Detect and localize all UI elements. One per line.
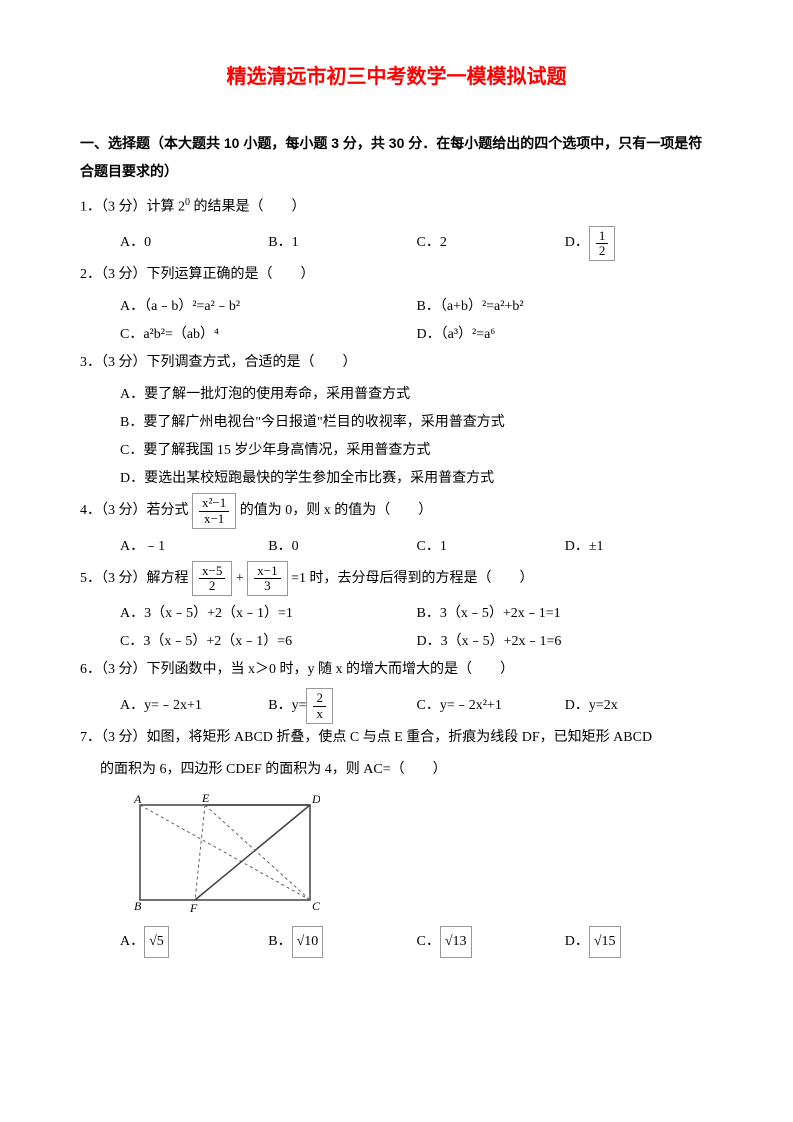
q1-opt-c: C．2 [417,226,565,262]
line-df [195,805,310,900]
q6-opt-d: D．y=2x [565,688,713,724]
q6-options: A．y=﹣2x+1 B．y= 2x C．y=﹣2x²+1 D．y=2x [80,688,713,724]
q5-opt-c: C．3（x﹣5）+2（x﹣1）=6 [120,628,417,656]
q6-opt-b: B．y= 2x [268,688,416,724]
q7-svg: A D B C E F [120,790,320,915]
q7-options: A．√5 B．√10 C．√13 D．√15 [80,926,713,958]
q7-opt-d: D．√15 [565,926,713,958]
diag-ac [140,805,310,900]
q1-d-num: 1 [596,229,609,244]
label-d: D [311,792,320,806]
q2-opt-a: A．（a﹣b）²=a²﹣b² [120,293,417,321]
q5-f2-num: x−1 [254,564,280,579]
q5-stem-a: 5．（3 分）解方程 [80,571,192,586]
q7-d-v: √15 [589,926,621,958]
q7-diagram: A D B C E F [120,790,713,920]
line-ef [195,805,205,900]
q4-stem-b: 的值为 0，则 x 的值为（ ） [240,503,433,518]
q7-stem-1: 7．（3 分）如图，将矩形 ABCD 折叠，使点 C 与点 E 重合，折痕为线段… [80,724,713,752]
section-heading: 一、选择题（本大题共 10 小题，每小题 3 分，共 30 分．在每小题给出的四… [80,129,713,185]
q2-opt-b: B．（a+b）²=a²+b² [417,293,714,321]
q1-stem-a: 1．（3 分）计算 2 [80,200,185,215]
q3-opt-a: A．要了解一批灯泡的使用寿命，采用普查方式 [120,381,713,409]
q5-options: A．3（x﹣5）+2（x﹣1）=1 B．3（x﹣5）+2x﹣1=1 C．3（x﹣… [80,600,713,656]
q2-opt-c: C．a²b²=（ab）⁴ [120,321,417,349]
q7-a-v: √5 [144,926,169,958]
q4-opt-b: B．0 [268,533,416,561]
q5-f2-den: 3 [261,579,274,593]
q4-frac: x²−1x−1 [192,493,236,529]
q4-opt-c: C．1 [417,533,565,561]
q7-opt-b: B．√10 [268,926,416,958]
q5-eq: =1 [291,571,306,586]
q6-b-frac: 2x [306,688,333,724]
q5-opt-b: B．3（x﹣5）+2x﹣1=1 [417,600,714,628]
q4-stem: 4．（3 分）若分式 x²−1x−1 的值为 0，则 x 的值为（ ） [80,493,713,529]
q4-num: x²−1 [199,496,229,511]
q5-f1-den: 2 [206,579,219,593]
q4-opt-d: D．±1 [565,533,713,561]
q1-d-den: 2 [596,244,609,258]
q1-d-pre: D． [565,229,589,257]
line-ec [205,805,310,900]
page-title: 精选清远市初三中考数学一模模拟试题 [80,60,713,89]
label-e: E [201,791,210,805]
q4-stem-a: 4．（3 分）若分式 [80,503,192,518]
q1-opt-b: B．1 [268,226,416,262]
q6-stem: 6．（3 分）下列函数中，当 x＞0 时，y 随 x 的增大而增大的是（ ） [80,656,713,684]
q1-stem: 1．（3 分）计算 20 的结果是（ ） [80,193,713,222]
label-a: A [133,792,142,806]
q2-options: A．（a﹣b）²=a²﹣b² B．（a+b）²=a²+b² C．a²b²=（ab… [80,293,713,349]
q7-c-v: √13 [440,926,472,958]
q2-stem: 2．（3 分）下列运算正确的是（ ） [80,261,713,289]
q6-opt-c: C．y=﹣2x²+1 [417,688,565,724]
q6-opt-a: A．y=﹣2x+1 [120,688,268,724]
q5-plus: + [236,571,244,586]
q2-opt-d: D．（a³）²=a⁶ [417,321,714,349]
q1-options: A．0 B．1 C．2 D． 12 [80,226,713,262]
q5-stem: 5．（3 分）解方程 x−52 + x−13 =1 时，去分母后得到的方程是（ … [80,561,713,597]
q7-d-pre: D． [565,928,589,956]
q5-f2: x−13 [247,561,287,597]
q7-c-pre: C． [417,928,440,956]
q3-stem: 3．（3 分）下列调查方式，合适的是（ ） [80,349,713,377]
label-b: B [134,899,142,913]
label-f: F [189,901,198,915]
q6-b-den: x [313,707,326,721]
q4-opt-a: A．﹣1 [120,533,268,561]
q4-den: x−1 [201,512,227,526]
q7-b-v: √10 [292,926,324,958]
q5-opt-a: A．3（x﹣5）+2（x﹣1）=1 [120,600,417,628]
q7-b-pre: B． [268,928,291,956]
q1-stem-b: 的结果是（ ） [190,200,306,215]
q5-opt-d: D．3（x﹣5）+2x﹣1=6 [417,628,714,656]
q1-opt-d: D． 12 [565,226,713,262]
q7-opt-a: A．√5 [120,926,268,958]
q5-f1-num: x−5 [199,564,225,579]
q3-options: A．要了解一批灯泡的使用寿命，采用普查方式 B．要了解广州电视台"今日报道"栏目… [80,381,713,493]
q3-opt-c: C．要了解我国 15 岁少年身高情况，采用普查方式 [120,437,713,465]
q5-f1: x−52 [192,561,232,597]
q1-opt-a: A．0 [120,226,268,262]
q6-b-num: 2 [313,691,326,706]
q4-options: A．﹣1 B．0 C．1 D．±1 [80,533,713,561]
q3-opt-d: D．要选出某校短跑最快的学生参加全市比赛，采用普查方式 [120,465,713,493]
q7-a-pre: A． [120,928,144,956]
q3-opt-b: B．要了解广州电视台"今日报道"栏目的收视率，采用普查方式 [120,409,713,437]
exam-page: 精选清远市初三中考数学一模模拟试题 一、选择题（本大题共 10 小题，每小题 3… [0,0,793,1122]
q5-stem-b: 时，去分母后得到的方程是（ ） [310,571,534,586]
q7-opt-c: C．√13 [417,926,565,958]
label-c: C [312,899,320,913]
q1-d-frac: 12 [589,226,616,262]
q7-stem-2: 的面积为 6，四边形 CDEF 的面积为 4，则 AC=（ ） [80,756,713,784]
q6-b-pre: B．y= [268,692,306,720]
